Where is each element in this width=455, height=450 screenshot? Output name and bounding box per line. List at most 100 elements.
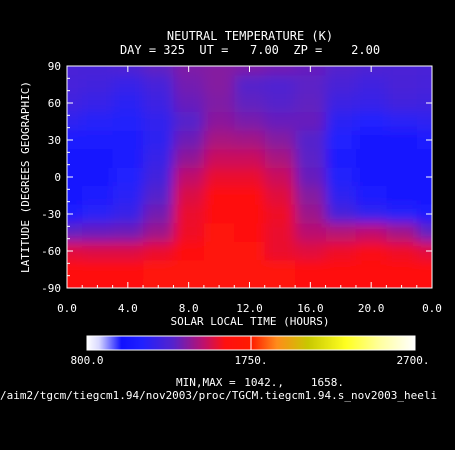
heatmap-cell [325,241,357,262]
heatmap-cell [234,149,266,169]
y-tick-label: 30 [48,134,61,147]
heatmap-cell [295,260,327,280]
heatmap-cell [67,167,84,188]
x-tick-label: 0.0 [57,302,77,315]
heatmap-cell [143,278,175,288]
heatmap-cell [112,260,145,280]
heatmap-cell [203,66,236,77]
heatmap-cell [143,112,175,132]
heatmap-cell [264,223,297,243]
heatmap-cell [386,93,418,114]
heatmap-cell [386,112,418,132]
heatmap-cell [325,112,357,132]
heatmap-cell [82,130,114,151]
heatmap-cell [264,130,297,151]
heatmap-cell [416,149,432,169]
heatmap-cell [264,241,297,262]
heatmap-cell [112,241,145,262]
heatmap-cell [143,204,175,225]
x-axis: 0.0 4.0 8.0 12.0 16.0 20.0 0.0 [57,66,442,315]
y-tick-label: -60 [41,245,61,258]
heatmap-cell [386,223,418,243]
heatmap-cell [386,204,418,225]
heatmap-cell [325,204,357,225]
heatmap-cell [82,149,114,169]
heatmap-cell [203,223,236,243]
heatmap-cell [325,260,357,280]
heatmap-cell [355,167,388,188]
heatmap-cell [67,241,84,262]
heatmap-cell [355,93,388,114]
heatmap-cell [416,278,432,288]
heatmap-cell [173,241,205,262]
heatmap-cell [203,167,236,188]
x-axis-label: SOLAR LOCAL TIME (HOURS) [171,315,330,328]
heatmap-cell [264,167,297,188]
heatmap-cell [112,223,145,243]
heatmap-cell [203,260,236,280]
y-axis-label: LATITUDE (DEGREES GEOGRAPHIC) [19,81,32,273]
heatmap-cell [234,93,266,114]
heatmap-cell [173,204,205,225]
chart-subtitle: DAY = 325 UT = 7.00 ZP = 2.00 [120,43,380,57]
heatmap-cell [82,112,114,132]
heatmap-cell [416,186,432,206]
heatmap-cell [67,278,84,288]
x-tick-label: 8.0 [179,302,199,315]
heatmap-cell [325,75,357,95]
heatmap-cell [386,278,418,288]
min-value: 1042., [244,376,284,389]
heatmap-cell [203,204,236,225]
heatmap-cell [355,186,388,206]
colorbar-max-label: 2700. [396,354,429,367]
heatmap-cell [295,75,327,95]
heatmap-cell [82,223,114,243]
heatmap-cell [264,75,297,95]
heatmap-cell [112,75,145,95]
heatmap-cell [143,260,175,280]
heatmap-cell [112,93,145,114]
heatmap-area [67,66,432,288]
x-tick-label: 4.0 [118,302,138,315]
heatmap-cell [234,75,266,95]
colorbar-mid-label: 1750. [234,354,267,367]
heatmap-cell [355,241,388,262]
heatmap-cell [355,130,388,151]
heatmap-cell [173,186,205,206]
heatmap-cell [295,130,327,151]
heatmap-cell [386,66,418,77]
heatmap-cell [67,93,84,114]
footer-file-path: /aim2/tgcm/tiegcm1.94/nov2003/proc/TGCM.… [0,389,437,402]
heatmap-cell [416,130,432,151]
heatmap-cell [386,260,418,280]
x-tick-label: 0.0 [422,302,442,315]
heatmap-cell [416,112,432,132]
minmax-readout: MIN,MAX = 1042., 1658. [176,376,344,389]
heatmap-cell [67,186,84,206]
heatmap-cell [416,75,432,95]
heatmap-cell [264,204,297,225]
heatmap-cell [203,130,236,151]
heatmap-cell [295,241,327,262]
heatmap-cell [325,223,357,243]
heatmap-cell [264,93,297,114]
heatmap-cell [264,186,297,206]
heatmap-cell [67,130,84,151]
y-tick-label: 0 [54,171,61,184]
heatmap-cell [67,66,84,77]
y-tick-label: -30 [41,208,61,221]
heatmap-cell [173,93,205,114]
heatmap-cell [173,149,205,169]
heatmap-cell [416,204,432,225]
heatmap-cell [82,93,114,114]
heatmap-cell [355,204,388,225]
heatmap-cell [386,130,418,151]
heatmap-cell [295,112,327,132]
heatmap-cell [203,149,236,169]
heatmap-cell [173,167,205,188]
heatmap-cell [416,241,432,262]
heatmap-cell [386,167,418,188]
heatmap-cell [173,75,205,95]
y-tick-label: 60 [48,97,61,110]
heatmap-cell [325,278,357,288]
